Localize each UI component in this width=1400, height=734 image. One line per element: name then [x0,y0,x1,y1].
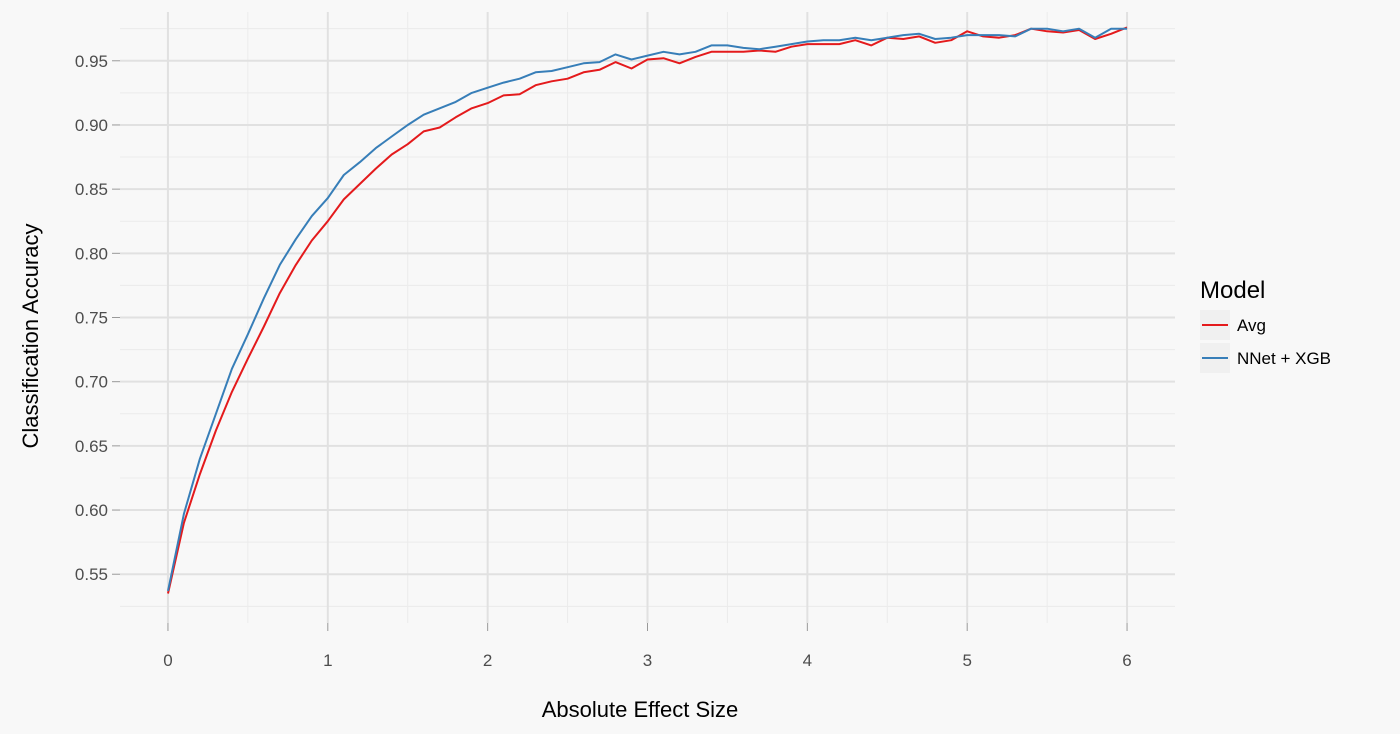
x-tick-label: 5 [962,651,971,670]
x-axis-title: Absolute Effect Size [542,697,739,722]
grid-major [120,12,1175,623]
legend: Model Avg NNet + XGB [1200,277,1331,373]
y-axis-ticks: 0.55 0.60 0.65 0.70 0.75 0.80 0.85 0.90 0.95 [75,52,120,584]
x-tick-label: 0 [163,651,172,670]
y-axis-title: Classification Accuracy [18,224,43,449]
y-tick-label: 0.85 [75,180,108,199]
y-tick-label: 0.95 [75,52,108,71]
series-lines [167,26,1128,594]
y-tick-label: 0.70 [75,373,108,392]
x-axis-ticks: 0 1 2 3 4 5 6 [163,623,1132,670]
legend-item-avg: Avg [1200,310,1266,340]
y-tick-label: 0.60 [75,501,108,520]
legend-item-nnet-xgb: NNet + XGB [1200,343,1331,373]
series-line-avg [167,26,1128,594]
x-tick-label: 3 [643,651,652,670]
y-tick-label: 0.90 [75,116,108,135]
x-tick-label: 6 [1122,651,1131,670]
legend-label-avg: Avg [1237,316,1266,335]
x-tick-label: 4 [803,651,812,670]
y-tick-label: 0.55 [75,565,108,584]
y-tick-label: 0.65 [75,437,108,456]
legend-title: Model [1200,277,1265,304]
x-tick-label: 1 [323,651,332,670]
legend-label-nnet-xgb: NNet + XGB [1237,349,1331,368]
x-tick-label: 2 [483,651,492,670]
series-line-nnet-xgb [167,27,1127,592]
y-tick-label: 0.80 [75,244,108,263]
y-tick-label: 0.75 [75,309,108,328]
